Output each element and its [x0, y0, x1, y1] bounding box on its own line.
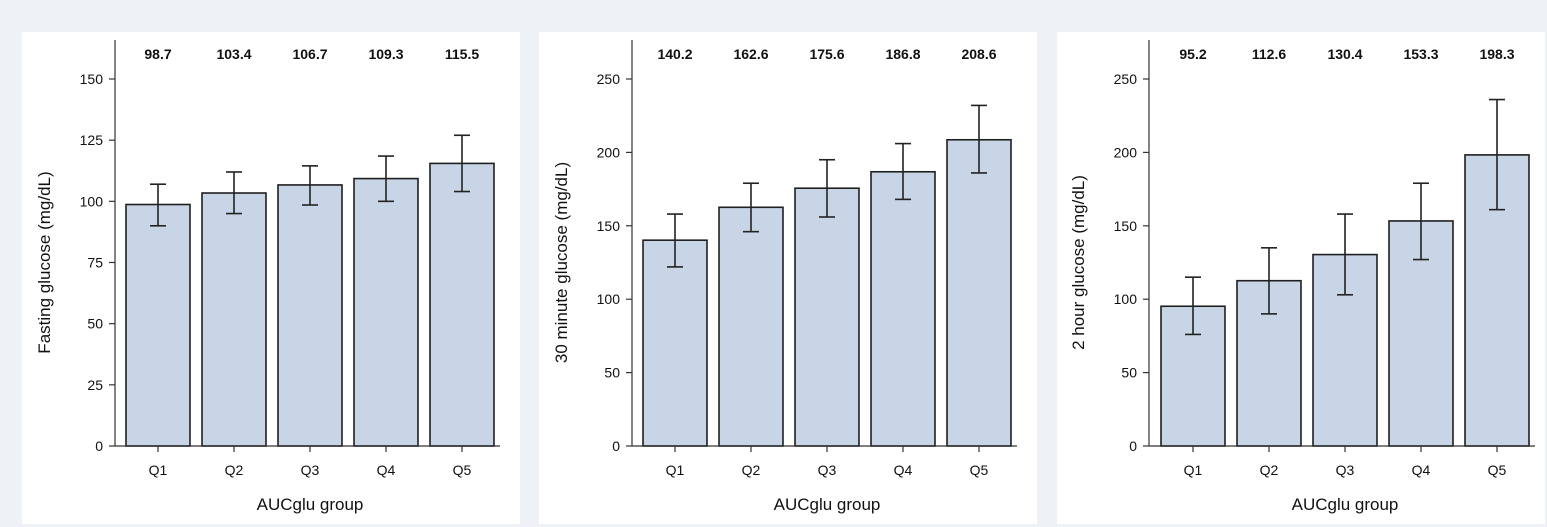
x-tick-label-q5: Q5 — [1488, 462, 1507, 478]
bar-q1 — [125, 203, 191, 447]
y-tick-label: 200 — [597, 144, 621, 160]
value-label-q2: 112.6 — [1252, 46, 1286, 62]
x-tick-label-q2: Q2 — [1260, 462, 1279, 478]
y-tick-label: 200 — [1114, 144, 1138, 160]
x-tick-label-q1: Q1 — [666, 462, 685, 478]
bar-q1 — [642, 239, 708, 447]
y-tick-label: 150 — [597, 218, 621, 234]
x-axis-title: AUCglu group — [774, 495, 881, 514]
value-label-q2: 162.6 — [733, 46, 768, 62]
bar-q5 — [429, 162, 495, 447]
x-tick-label-q2: Q2 — [225, 462, 244, 478]
x-tick-label-q3: Q3 — [301, 462, 320, 478]
value-label-q2: 103.4 — [216, 46, 251, 62]
value-label-q4: 153.3 — [1403, 46, 1438, 62]
y-tick-label: 75 — [87, 255, 103, 271]
bar-q2 — [201, 192, 267, 447]
x-tick-label-q4: Q4 — [1412, 462, 1431, 478]
y-tick-label: 0 — [612, 438, 620, 454]
y-tick-label: 0 — [1129, 438, 1137, 454]
bar-q4 — [870, 170, 936, 447]
y-tick-label: 150 — [1114, 218, 1138, 234]
y-tick-label: 150 — [80, 71, 104, 87]
y-tick-label: 50 — [604, 365, 620, 381]
value-label-q4: 186.8 — [885, 46, 920, 62]
bar-q5 — [946, 138, 1012, 447]
y-tick-label: 250 — [597, 71, 621, 87]
x-tick-label-q2: Q2 — [742, 462, 761, 478]
x-tick-label-q1: Q1 — [1184, 462, 1203, 478]
value-label-q5: 198.3 — [1479, 46, 1514, 62]
x-tick-label-q5: Q5 — [453, 462, 472, 478]
x-axis-title: AUCglu group — [1292, 495, 1399, 514]
x-tick-label-q3: Q3 — [1336, 462, 1355, 478]
value-label-q3: 175.6 — [809, 46, 844, 62]
value-label-q5: 208.6 — [961, 46, 996, 62]
x-tick-label-q5: Q5 — [970, 462, 989, 478]
value-label-q3: 106.7 — [292, 46, 327, 62]
x-tick-label-q1: Q1 — [149, 462, 168, 478]
x-tick-label-q3: Q3 — [818, 462, 837, 478]
y-tick-label: 100 — [80, 193, 104, 209]
bar-q2 — [718, 206, 784, 447]
bar-q4 — [353, 177, 419, 447]
value-label-q1: 140.2 — [657, 46, 692, 62]
y-axis-title: Fasting glucose (mg/dL) — [35, 171, 54, 353]
value-label-q3: 130.4 — [1327, 46, 1362, 62]
y-tick-label: 100 — [597, 291, 621, 307]
x-tick-label-q4: Q4 — [377, 462, 396, 478]
value-label-q4: 109.3 — [368, 46, 403, 62]
x-tick-label-q4: Q4 — [894, 462, 913, 478]
bar-q3 — [277, 184, 343, 447]
y-axis-title: 30 minute glucose (mg/dL) — [552, 162, 571, 363]
bar-q3 — [794, 187, 860, 447]
y-tick-label: 50 — [1121, 365, 1137, 381]
value-label-q5: 115.5 — [445, 46, 479, 62]
value-label-q1: 98.7 — [144, 46, 171, 62]
x-axis-title: AUCglu group — [257, 495, 364, 514]
y-tick-label: 50 — [87, 316, 103, 332]
value-label-q1: 95.2 — [1179, 46, 1206, 62]
y-axis-title: 2 hour glucose (mg/dL) — [1069, 175, 1088, 350]
y-tick-label: 125 — [80, 132, 104, 148]
y-tick-label: 25 — [87, 377, 103, 393]
y-tick-label: 250 — [1114, 71, 1138, 87]
y-tick-label: 100 — [1114, 291, 1138, 307]
y-tick-label: 0 — [95, 438, 103, 454]
